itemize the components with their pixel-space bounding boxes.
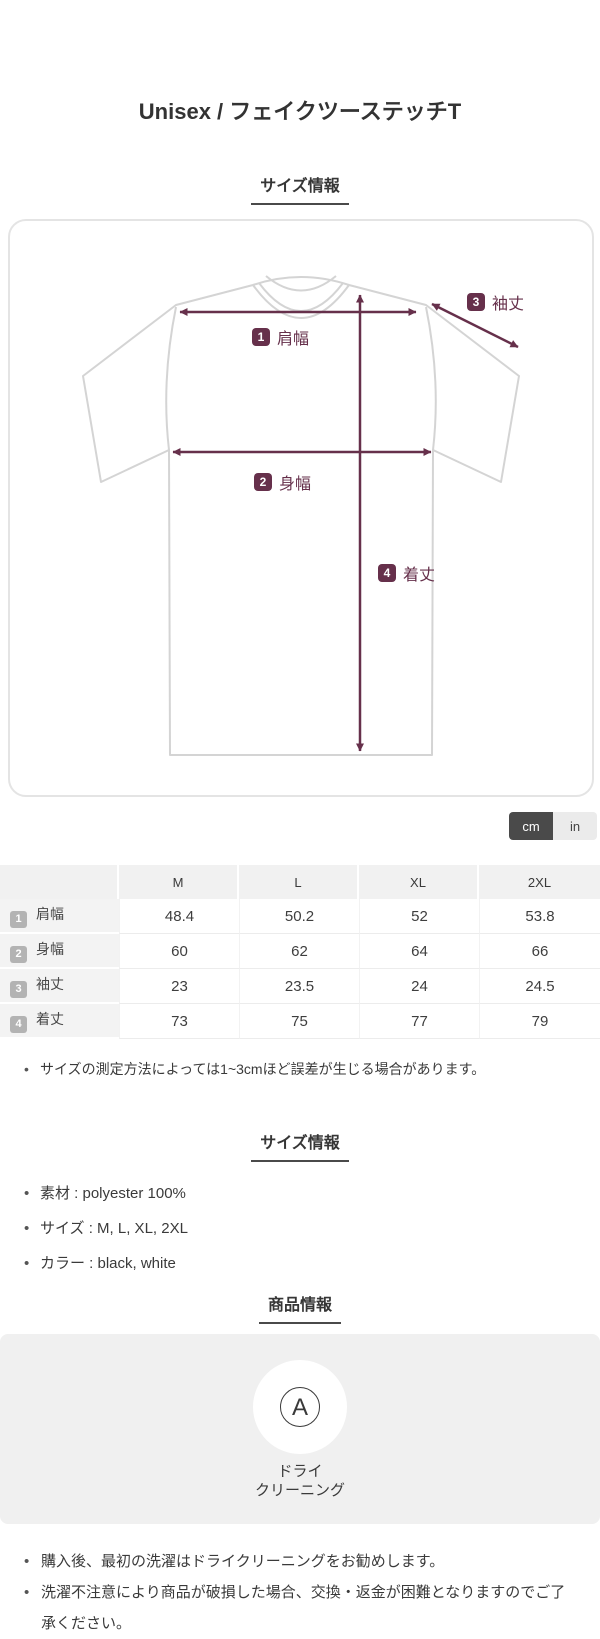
- bullet-dot: •: [24, 1553, 30, 1570]
- details-heading-wrap: サイズ情報: [0, 1129, 600, 1162]
- bullet-dot: •: [24, 1255, 30, 1272]
- bullet-dot: •: [24, 1220, 30, 1237]
- measurement-badge-4: 4: [378, 564, 396, 582]
- care-note-1: • 購入後、最初の洗濯はドライクリーニングをお勧めします。: [0, 1546, 600, 1577]
- table-row-sleeve-length: 3 袖丈 23 23.5 24 24.5: [0, 969, 600, 1004]
- row-header: 1 肩幅: [0, 899, 119, 934]
- measurement-badge-3: 3: [467, 293, 485, 311]
- measurement-badge-2: 2: [254, 473, 272, 491]
- care-circle: A: [253, 1360, 347, 1454]
- size-table-col-xl: XL: [359, 865, 479, 899]
- size-diagram: 1 肩幅 2 身幅 3 袖丈 4 着丈: [8, 219, 594, 797]
- table-row-length: 4 着丈 73 75 77 79: [0, 1004, 600, 1039]
- sleeve-length-arrow: [431, 302, 519, 349]
- unit-toggle: cm in: [0, 812, 597, 840]
- size-tolerance-note: • サイズの測定方法によっては1~3cmほど誤差が生じる場合があります。: [24, 1061, 486, 1077]
- row-badge-1: 1: [10, 910, 27, 928]
- size-table: M L XL 2XL 1 肩幅 48.4 50.2 52 53.8 2 身幅 60 …: [0, 865, 600, 1039]
- care-notes: • 購入後、最初の洗濯はドライクリーニングをお勧めします。 • 洗濯不注意により…: [0, 1546, 600, 1639]
- care-note-2: • 洗濯不注意により商品が破損した場合、交換・返金が困難となりますのでご了承くだ…: [0, 1577, 600, 1639]
- measurement-arrows: [172, 294, 519, 752]
- page-title: Unisex / フェイクツーステッチT: [138, 99, 462, 124]
- product-info-heading: 商品情報: [258, 1291, 341, 1324]
- dry-clean-icon: A: [280, 1387, 320, 1427]
- measurement-label-length: 4 着丈: [378, 561, 435, 585]
- row-badge-3: 3: [10, 980, 27, 998]
- list-item-sizes: • サイズ : M, L, XL, 2XL: [0, 1211, 600, 1246]
- list-item-material: • 素材 : polyester 100%: [0, 1176, 600, 1211]
- bullet-dot: •: [24, 1185, 30, 1202]
- size-table-corner-cell: [0, 865, 119, 899]
- size-table-col-2xl: 2XL: [479, 865, 600, 899]
- measurement-label-sleeve-length: 3 袖丈: [467, 290, 524, 314]
- unit-in-button[interactable]: in: [553, 812, 597, 840]
- row-header: 2 身幅: [0, 934, 119, 969]
- size-table-col-l: L: [239, 865, 359, 899]
- size-table-header-row: M L XL 2XL: [0, 865, 600, 899]
- care-label: ドライ クリーニング: [254, 1463, 345, 1499]
- size-table-col-m: M: [119, 865, 239, 899]
- size-info-heading-wrap: サイズ情報: [0, 172, 600, 205]
- measurement-badge-1: 1: [252, 328, 270, 346]
- row-header: 4 着丈: [0, 1004, 119, 1039]
- size-info-heading: サイズ情報: [251, 172, 349, 205]
- tshirt-illustration: [82, 275, 520, 756]
- measurement-label-shoulder-width: 1 肩幅: [252, 325, 309, 349]
- product-info-heading-wrap: 商品情報: [0, 1291, 600, 1324]
- bullet-dot: •: [24, 1584, 30, 1601]
- care-instruction-panel: A ドライ クリーニング: [0, 1334, 600, 1524]
- row-badge-4: 4: [10, 1015, 27, 1033]
- details-heading: サイズ情報: [251, 1129, 349, 1162]
- table-row-body-width: 2 身幅 60 62 64 66: [0, 934, 600, 969]
- row-header: 3 袖丈: [0, 969, 119, 1004]
- table-row-shoulder-width: 1 肩幅 48.4 50.2 52 53.8: [0, 899, 600, 934]
- list-item-colors: • カラー : black, white: [0, 1246, 600, 1281]
- row-badge-2: 2: [10, 945, 27, 963]
- measurement-label-body-width: 2 身幅: [254, 470, 311, 494]
- unit-cm-button[interactable]: cm: [509, 812, 553, 840]
- details-list: • 素材 : polyester 100% • サイズ : M, L, XL, …: [0, 1176, 600, 1281]
- bullet-dot: •: [24, 1061, 29, 1077]
